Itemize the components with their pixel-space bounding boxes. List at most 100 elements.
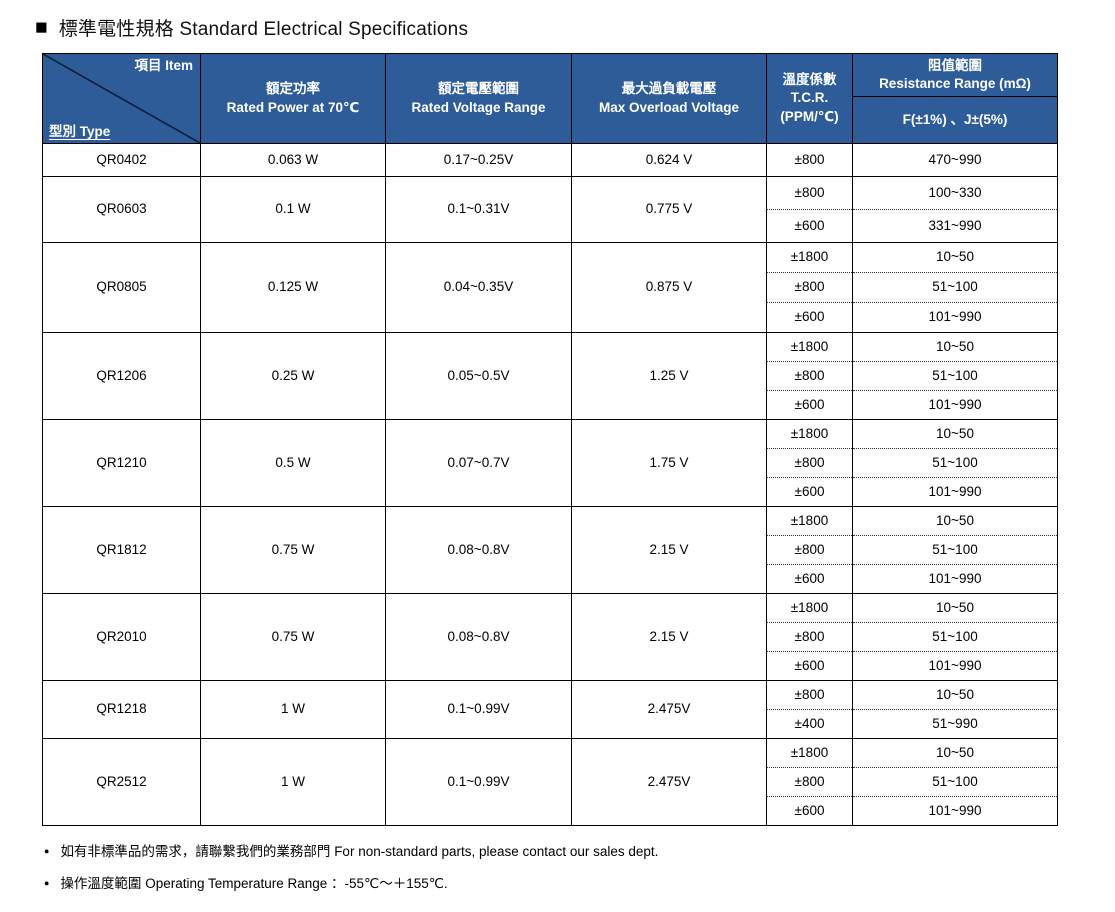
- overload-cell: 0.775 V: [571, 176, 767, 243]
- range-cell: 101~990: [852, 796, 1058, 826]
- table-row: ±600 101~990: [43, 477, 1058, 507]
- range-cell: 51~100: [852, 535, 1058, 565]
- tcr-cell: ±600: [766, 209, 853, 243]
- type-cell: QR0402: [42, 143, 201, 177]
- rated-power-label-zh: 額定功率: [266, 81, 320, 97]
- table-body: QR0402 0.063 W 0.17~0.25V 0.624 V ±800 4…: [42, 143, 1058, 826]
- diagonal-divider-line: [43, 54, 200, 143]
- range-cell: 51~100: [852, 272, 1058, 303]
- overload-cell: 1.75 V: [571, 419, 767, 507]
- table-row: ±600 101~990: [43, 651, 1058, 681]
- overload-cell: 2.475V: [571, 738, 767, 826]
- table-row: ±800 51~100: [43, 272, 1058, 303]
- voltage-cell: 0.04~0.35V: [385, 242, 572, 333]
- range-cell: 10~50: [852, 593, 1058, 623]
- overload-cell: 0.624 V: [571, 143, 767, 177]
- range-cell: 101~990: [852, 651, 1058, 681]
- tcr-label-unit: (PPM/℃): [780, 108, 839, 124]
- bullet-icon: ●: [44, 846, 50, 856]
- tcr-cell: ±800: [766, 176, 853, 210]
- range-cell: 10~50: [852, 332, 1058, 362]
- resistance-range-label-en: Resistance Range (mΩ): [879, 76, 1031, 91]
- resistance-range-label-zh: 阻值範圍: [928, 57, 982, 73]
- footnote-nonstandard: ● 如有非標準品的需求，請聯繫我們的業務部門 For non-standard …: [44, 840, 1115, 860]
- table-row: QR1206 0.25 W 0.05~0.5V 1.25 V ±1800 10~…: [42, 332, 1058, 420]
- voltage-cell: 0.05~0.5V: [385, 332, 572, 420]
- table-row: ±800 51~100: [43, 535, 1058, 565]
- range-cell: 10~50: [852, 738, 1058, 768]
- corner-item-label: 項目 Item: [134, 58, 193, 73]
- table-row: ±600 101~990: [43, 564, 1058, 594]
- overload-cell: 1.25 V: [571, 332, 767, 420]
- range-cell: 101~990: [852, 390, 1058, 420]
- table-row: ±800 51~100: [43, 448, 1058, 478]
- tcr-label-zh: 溫度係數: [782, 72, 837, 88]
- tcr-cell: ±800: [766, 622, 853, 652]
- table-row: ±800 51~100: [43, 767, 1058, 797]
- title-square-icon: ■: [35, 16, 48, 39]
- range-cell: 101~990: [852, 302, 1058, 333]
- voltage-cell: 0.08~0.8V: [385, 506, 572, 594]
- table-row: ±400 51~990: [43, 709, 1058, 739]
- table-row: QR1210 0.5 W 0.07~0.7V 1.75 V ±1800 10~5…: [42, 419, 1058, 507]
- voltage-cell: 0.07~0.7V: [385, 419, 572, 507]
- range-cell: 51~100: [852, 622, 1058, 652]
- table-row: ±600 101~990: [43, 796, 1058, 826]
- table-row: ±800 51~100: [43, 361, 1058, 391]
- tcr-cell: ±600: [766, 390, 853, 420]
- footnotes: ● 如有非標準品的需求，請聯繫我們的業務部門 For non-standard …: [44, 840, 1115, 892]
- range-cell: 10~50: [852, 680, 1058, 710]
- corner-header-cell: 項目 Item 型別 Type: [42, 53, 201, 144]
- overload-cell: 2.15 V: [571, 593, 767, 681]
- tcr-cell: ±1800: [766, 419, 853, 449]
- table-row: QR0402 0.063 W 0.17~0.25V 0.624 V ±800 4…: [42, 143, 1058, 177]
- tcr-cell: ±1800: [766, 593, 853, 623]
- col-header-max-overload: 最大過負載電壓 Max Overload Voltage: [571, 53, 767, 144]
- table-row: QR1218 1 W 0.1~0.99V 2.475V ±800 10~50: [42, 680, 1058, 739]
- col-header-rated-power: 額定功率 Rated Power at 70℃: [200, 53, 386, 144]
- table-row: QR0805 0.125 W 0.04~0.35V 0.875 V ±1800 …: [42, 242, 1058, 333]
- table-row: ±800 51~100: [43, 622, 1058, 652]
- range-cell: 10~50: [852, 506, 1058, 536]
- power-cell: 0.75 W: [200, 593, 386, 681]
- tcr-cell: ±600: [766, 302, 853, 333]
- range-cell: 51~100: [852, 448, 1058, 478]
- tcr-cell: ±1800: [766, 332, 853, 362]
- col-header-tolerance: F(±1%) 、J±(5%): [852, 96, 1058, 144]
- range-cell: 101~990: [852, 477, 1058, 507]
- tcr-cell: ±800: [766, 535, 853, 565]
- power-cell: 0.5 W: [200, 419, 386, 507]
- overload-cell: 2.475V: [571, 680, 767, 739]
- table-row: ±600 101~990: [43, 302, 1058, 333]
- range-cell: 51~990: [852, 709, 1058, 739]
- table-row: ±600 331~990: [43, 209, 1058, 243]
- overload-cell: 0.875 V: [571, 242, 767, 333]
- datasheet-page: ■ 標準電性規格 Standard Electrical Specificati…: [35, 16, 1115, 892]
- table-header: 項目 Item 型別 Type 額定功率 Rated Power at 70℃ …: [42, 53, 1058, 144]
- max-overload-label-zh: 最大過負載電壓: [621, 81, 717, 97]
- footnote-operating-temp: ● 操作溫度範圍 Operating Temperature Range ：-5…: [44, 872, 1115, 892]
- col-header-tcr: 溫度係數 T.C.R. (PPM/℃): [766, 53, 853, 144]
- tcr-cell: ±800: [766, 767, 853, 797]
- table-row: QR1812 0.75 W 0.08~0.8V 2.15 V ±1800 10~…: [42, 506, 1058, 594]
- tcr-cell: ±600: [766, 651, 853, 681]
- table-row: QR2010 0.75 W 0.08~0.8V 2.15 V ±1800 10~…: [42, 593, 1058, 681]
- type-cell: QR1206: [42, 332, 201, 420]
- tcr-cell: ±600: [766, 796, 853, 826]
- tcr-cell: ±600: [766, 477, 853, 507]
- footnote-operating-temp-text: 操作溫度範圍 Operating Temperature Range ：-55℃…: [60, 876, 448, 891]
- table-row: QR2512 1 W 0.1~0.99V 2.475V ±1800 10~50: [42, 738, 1058, 826]
- spec-table: 項目 Item 型別 Type 額定功率 Rated Power at 70℃ …: [42, 53, 1058, 826]
- range-cell: 470~990: [852, 143, 1058, 177]
- tcr-cell: ±800: [766, 448, 853, 478]
- tcr-cell: ±800: [766, 361, 853, 391]
- type-cell: QR0603: [42, 176, 201, 243]
- type-cell: QR2010: [42, 593, 201, 681]
- range-cell: 10~50: [852, 242, 1058, 273]
- voltage-cell: 0.1~0.99V: [385, 738, 572, 826]
- rated-voltage-label-en: Rated Voltage Range: [411, 99, 546, 115]
- voltage-cell: 0.1~0.31V: [385, 176, 572, 243]
- tcr-cell: ±1800: [766, 242, 853, 273]
- tcr-label-abbr: T.C.R.: [790, 90, 829, 106]
- tcr-cell: ±1800: [766, 506, 853, 536]
